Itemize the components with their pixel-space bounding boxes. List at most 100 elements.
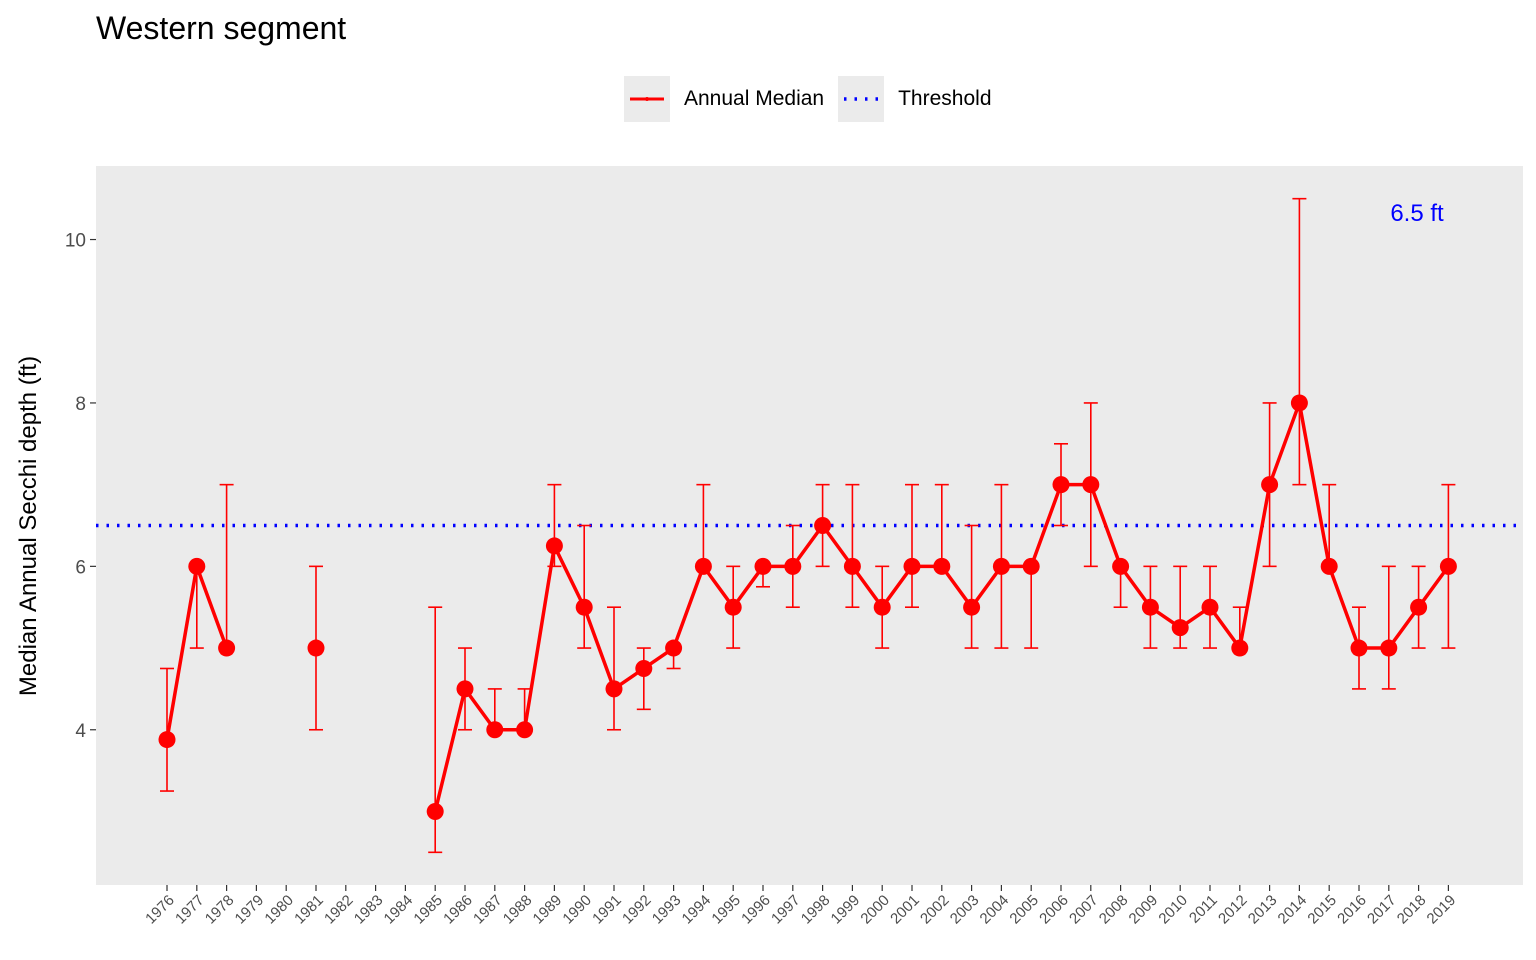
x-tick-label-1986: 1986 (440, 892, 476, 928)
x-tick-label-1981: 1981 (291, 892, 327, 928)
x-tick-label-2017: 2017 (1364, 892, 1400, 928)
x-tick-label-2016: 2016 (1334, 892, 1370, 928)
x-tick-label-1993: 1993 (649, 892, 685, 928)
x-tick-label-2019: 2019 (1424, 892, 1460, 928)
data-point-2010 (1171, 619, 1189, 637)
x-tick-label-1988: 1988 (500, 892, 536, 928)
data-point-2012 (1231, 639, 1249, 657)
data-point-1981 (307, 639, 325, 657)
data-point-1999 (843, 557, 861, 575)
data-point-1997 (784, 557, 802, 575)
x-tick-label-2018: 2018 (1394, 892, 1430, 928)
x-tick-label-2012: 2012 (1215, 892, 1251, 928)
data-point-2005 (1022, 557, 1040, 575)
y-tick-label: 10 (65, 231, 86, 252)
data-point-1977 (188, 557, 206, 575)
y-tick-label: 4 (75, 721, 86, 742)
x-tick-label-2004: 2004 (977, 892, 1013, 928)
x-tick-label-1980: 1980 (261, 892, 297, 928)
data-point-1990 (575, 598, 593, 616)
data-point-2001 (903, 557, 921, 575)
data-point-2019 (1439, 557, 1457, 575)
data-point-2017 (1380, 639, 1398, 657)
x-tick-label-2010: 2010 (1155, 892, 1191, 928)
data-point-1991 (605, 680, 623, 698)
x-tick-label-2011: 2011 (1186, 892, 1221, 927)
data-point-2009 (1141, 598, 1159, 616)
error-bar-2017 (1381, 565, 1396, 690)
y-tick-label: 6 (75, 557, 86, 578)
plot-panel (96, 166, 1523, 885)
data-point-2011 (1201, 598, 1219, 616)
legend-key-threshold (838, 76, 885, 122)
legend-line-icon (630, 97, 664, 101)
x-tick-label-2008: 2008 (1096, 892, 1132, 928)
x-tick-label-2002: 2002 (917, 892, 953, 928)
data-point-2015 (1320, 557, 1338, 575)
x-tick-label-1982: 1982 (321, 892, 357, 928)
x-tick-label-1984: 1984 (381, 892, 417, 928)
legend-label-annual-median: Annual Median (684, 87, 825, 110)
legend-key-annual-median (624, 76, 670, 122)
data-point-2000 (873, 598, 891, 616)
data-point-1978 (218, 639, 236, 657)
data-point-1995 (724, 598, 742, 616)
x-tick-label-1997: 1997 (768, 892, 804, 928)
x-tick-label-1991: 1991 (589, 892, 625, 928)
data-point-2018 (1410, 598, 1428, 616)
legend-item-annual-median: Annual Median (624, 76, 824, 122)
error-bar-1991 (607, 606, 621, 731)
data-point-2004 (992, 557, 1010, 575)
data-point-1993 (665, 639, 683, 657)
error-bar-2003 (964, 524, 979, 649)
threshold-annotation: 6.5 ft (1390, 200, 1444, 227)
legend-item-threshold: Threshold (838, 76, 992, 122)
data-point-1976 (158, 731, 176, 749)
data-point-2016 (1350, 639, 1368, 657)
error-bar-1990 (577, 524, 592, 649)
x-tick-label-1979: 1979 (232, 892, 268, 928)
x-tick-label-1987: 1987 (470, 892, 506, 928)
data-point-1986 (456, 680, 474, 698)
x-tick-label-2015: 2015 (1304, 892, 1340, 928)
y-tick-label: 8 (75, 394, 86, 415)
x-tick-label-1989: 1989 (530, 892, 566, 928)
y-axis-title: Median Annual Secchi depth (ft) (15, 356, 42, 696)
data-point-1987 (486, 721, 504, 739)
x-tick-label-1985: 1985 (410, 892, 446, 928)
x-tick-label-2009: 2009 (1126, 892, 1162, 928)
x-tick-label-1998: 1998 (798, 892, 834, 928)
x-tick-label-2007: 2007 (1066, 892, 1102, 928)
x-tick-label-1976: 1976 (142, 892, 178, 928)
x-tick-label-2005: 2005 (1006, 892, 1042, 928)
error-bar-2014 (1292, 197, 1307, 486)
x-tick-label-1978: 1978 (202, 892, 238, 928)
data-point-2002 (933, 557, 951, 575)
data-point-1985 (426, 802, 444, 820)
data-point-1998 (814, 517, 832, 534)
error-bar-1999 (845, 483, 860, 609)
x-tick-label-1995: 1995 (708, 892, 744, 928)
x-tick-label-2001: 2001 (887, 892, 923, 928)
x-tick-label-1996: 1996 (738, 892, 774, 928)
x-tick-label-1999: 1999 (828, 892, 864, 928)
data-point-1994 (694, 557, 712, 575)
error-bar-2001 (905, 483, 919, 609)
x-tick-label-1994: 1994 (679, 892, 715, 928)
data-point-1996 (754, 557, 772, 575)
legend-label-threshold: Threshold (898, 87, 992, 110)
x-tick-label-1990: 1990 (559, 892, 595, 928)
x-tick-label-2006: 2006 (1036, 892, 1072, 928)
x-tick-label-2000: 2000 (857, 892, 893, 928)
data-point-2006 (1052, 476, 1070, 494)
data-point-2003 (963, 598, 981, 616)
x-tick-label-2003: 2003 (947, 892, 983, 928)
data-point-1992 (635, 659, 653, 677)
data-point-2008 (1112, 557, 1130, 575)
data-point-2014 (1290, 394, 1308, 412)
data-point-1988 (516, 721, 534, 739)
point-layer (158, 394, 1457, 820)
legend: Annual Median Threshold (624, 76, 1006, 122)
x-tick-label-2014: 2014 (1275, 892, 1311, 928)
